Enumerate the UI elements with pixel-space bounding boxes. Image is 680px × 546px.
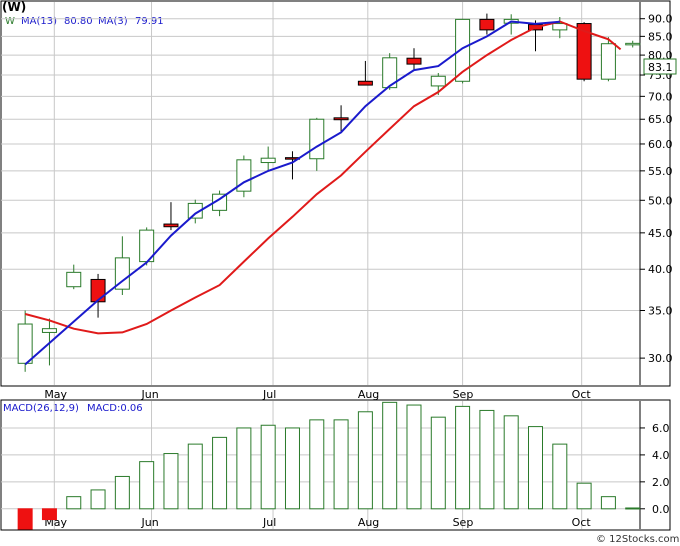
price-tick-label: 45.0 [648, 227, 673, 240]
candle-up [552, 23, 568, 31]
month-label: Oct [572, 388, 592, 401]
macd-bar [163, 453, 179, 510]
macd-month-label: Oct [572, 516, 592, 529]
ma13-line [24, 20, 560, 366]
macd-bar [382, 401, 398, 510]
price-tick-label: 70.0 [648, 90, 673, 103]
candle-up [17, 323, 33, 364]
footer-credit: © 12Stocks.com [596, 534, 679, 545]
candle-up [236, 159, 252, 192]
macd-month-label: Jul [262, 516, 276, 529]
price-tick-label: 60.0 [648, 138, 673, 151]
macd-bar [357, 411, 373, 510]
macd-bar [139, 461, 155, 510]
macd-bar [406, 404, 422, 510]
macd-month-label: Aug [358, 516, 379, 529]
macd-bar [455, 405, 471, 510]
price-tick-label: 30.0 [648, 352, 673, 365]
month-label: May [44, 388, 67, 401]
macd-tick-label: 2.0 [652, 476, 670, 489]
macd-bar [284, 427, 300, 510]
macd-tick-label: 4.0 [652, 449, 670, 462]
legend-ticker: W [5, 16, 15, 27]
macd-bar [600, 496, 616, 510]
price-panel-frame [0, 0, 671, 387]
macd-bar [187, 443, 203, 510]
candle-up [41, 328, 57, 333]
macd-bar [430, 416, 446, 510]
price-tick-label: 85.0 [648, 30, 673, 43]
macd-bar [309, 419, 325, 510]
macd-bar [552, 443, 568, 510]
candle-up [382, 57, 398, 89]
macd-bar [260, 424, 276, 510]
price-tick-label: 40.0 [648, 263, 673, 276]
macd-bar [503, 415, 519, 510]
macd-month-label: Jun [141, 516, 159, 529]
price-tick-label: 55.0 [648, 165, 673, 178]
last-price-label: 83.1 [648, 61, 673, 74]
last-price-box [643, 58, 677, 75]
macd-bar [625, 507, 641, 510]
candle-up [430, 75, 446, 87]
macd-month-label: Sep [453, 516, 474, 529]
candle-up [260, 157, 276, 164]
macd-bar [236, 427, 252, 510]
candle-down [479, 18, 495, 31]
month-label: Aug [358, 388, 379, 401]
macd-bar [66, 496, 82, 510]
month-label: Jun [141, 388, 159, 401]
candle-down [357, 80, 373, 86]
price-tick-label: 65.0 [648, 113, 673, 126]
month-label: Sep [453, 388, 474, 401]
price-chart-title: (W) [2, 0, 26, 14]
candle-up [625, 42, 641, 46]
macd-title: MACD(26,12,9) [3, 403, 79, 414]
macd-bar [479, 409, 495, 510]
macd-bar [576, 482, 592, 510]
price-panel: (W) W MA(13) 80.80 MA(3) 79.91 30.0 35.0 4… [0, 0, 677, 401]
candle-down [406, 57, 422, 65]
legend-ma13-label: MA(13) [21, 16, 57, 27]
macd-tick-label: 0.0 [652, 503, 670, 516]
price-tick-label: 35.0 [648, 304, 673, 317]
candle-down [90, 278, 106, 303]
candle-up [600, 43, 616, 80]
macd-bar [528, 426, 543, 510]
month-label: Jul [262, 388, 276, 401]
candle-up [187, 202, 203, 219]
legend-ma3-value: 79.91 [135, 16, 164, 27]
candle-up [66, 271, 82, 288]
price-tick-label: 50.0 [648, 194, 673, 207]
candle-down [576, 23, 592, 80]
macd-tick-label: 6.0 [652, 422, 670, 435]
candle-down [163, 223, 179, 228]
macd-bar [17, 508, 33, 530]
macd-value: MACD:0.06 [87, 403, 143, 414]
macd-bar [114, 475, 130, 510]
candle-up [455, 18, 471, 82]
macd-bar [333, 419, 349, 510]
macd-bar [212, 436, 228, 510]
macd-bar [90, 489, 106, 510]
legend-ma3-label: MA(3) [98, 16, 128, 27]
candle-up [309, 118, 325, 160]
legend-ma13-value: 80.80 [64, 16, 93, 27]
candle-up [114, 257, 130, 290]
ma3-line [24, 20, 622, 335]
candle-down [333, 117, 349, 121]
macd-bar [41, 508, 57, 521]
price-tick-label: 90.0 [648, 13, 673, 26]
